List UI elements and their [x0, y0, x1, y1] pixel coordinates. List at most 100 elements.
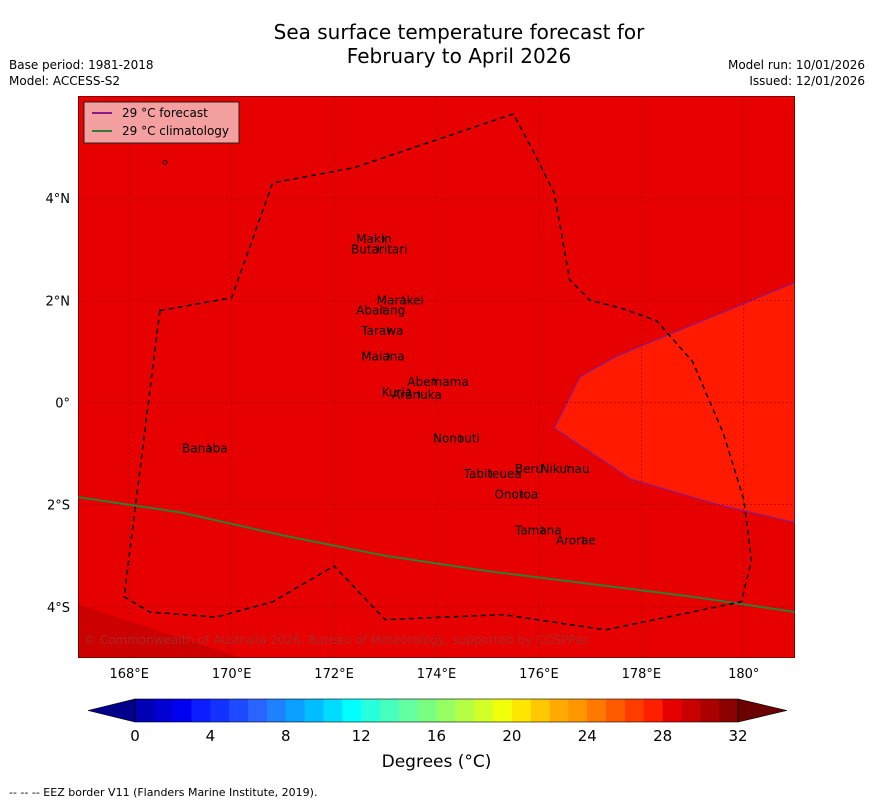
islet-shape — [162, 160, 168, 165]
island-shape — [566, 464, 569, 473]
x-tick-label: 180° — [728, 667, 759, 682]
base-period: Base period: 1981-2018 — [9, 58, 154, 72]
island-label: Maiana — [361, 350, 404, 364]
colorbar-bin — [210, 699, 230, 722]
island-label: Tabiteuea — [463, 467, 522, 481]
island-label: Tamana — [514, 523, 562, 537]
island-label: Kuria — [382, 385, 413, 399]
issued-date: Issued: 12/01/2026 — [749, 74, 865, 88]
island-label: Arorae — [556, 533, 596, 547]
colorbar-tick-label: 16 — [427, 727, 446, 745]
title-line-1: Sea surface temperature forecast for — [273, 20, 645, 44]
copyright-notice: © Commonwealth of Australia 2026, Bureau… — [84, 633, 589, 647]
island-shape — [540, 464, 544, 473]
colorbar-bin — [662, 699, 682, 722]
island-shape — [489, 469, 493, 478]
island-shape — [381, 234, 385, 243]
cool-sst-patch — [78, 604, 242, 658]
island-shape — [433, 377, 436, 386]
colorbar-tick-label: 0 — [130, 727, 140, 745]
island-label: Nikunau — [541, 462, 590, 476]
colorbar-bin — [285, 699, 305, 722]
meta-left: Base period: 1981-2018 Model: ACCESS-S2 — [9, 57, 154, 89]
colorbar-bin — [681, 699, 701, 722]
island-shape — [540, 525, 544, 534]
island-label: Butaritari — [351, 242, 408, 256]
y-tick-label: 2°N — [46, 294, 71, 309]
legend-forecast-label: 29 °C forecast — [122, 106, 208, 120]
map-axes: 168°E 170°E 172°E 174°E 176°E 178°E 180° 4°N 2°N… — [46, 192, 760, 682]
eez-footer-note: -- -- -- EEZ border V11 (Flanders Marine… — [9, 786, 318, 799]
island-shape — [417, 390, 421, 399]
colorbar-tick-label: 12 — [352, 727, 371, 745]
colorbar-bin — [135, 699, 155, 722]
island-label: Makin — [356, 232, 392, 246]
colorbar-bin — [191, 699, 211, 722]
colorbar-bin — [229, 699, 249, 722]
colorbar-units-label: Degrees (°C) — [381, 752, 492, 772]
colorbar-tick-label: 28 — [653, 727, 672, 745]
colorbar-bin — [153, 699, 174, 722]
island-shape — [581, 536, 585, 544]
colorbar-bin — [417, 699, 437, 722]
chart-title: Sea surface temperature forecast for Feb… — [0, 20, 873, 68]
island-label: Abaiang — [356, 304, 405, 318]
colorbar-tick-label: 32 — [728, 727, 747, 745]
colorbar-bin — [719, 699, 739, 722]
colorbar-over-arrow — [737, 698, 788, 723]
island-shape — [402, 296, 405, 304]
colorbar-bin — [304, 699, 324, 722]
colorbar-tick-label: 8 — [281, 727, 291, 745]
colorbar-bin — [172, 699, 192, 722]
colorbar-bin — [587, 699, 607, 722]
colorbar-bin — [474, 699, 494, 722]
x-tick-label: 178°E — [622, 667, 662, 682]
colorbar-bin — [436, 699, 456, 722]
island-label: Abemama — [407, 375, 468, 389]
colorbar-bin — [361, 699, 381, 722]
colorbar-bin — [643, 699, 664, 722]
island-shape — [381, 306, 385, 314]
colorbar-bin — [624, 699, 645, 722]
colorbar-tick-label: 24 — [578, 727, 597, 745]
x-tick-label: 172°E — [314, 667, 354, 682]
colorbar-tick-label: 20 — [502, 727, 521, 745]
island-label: Aranuka — [392, 388, 442, 402]
model-run: Model run: 10/01/2026 — [727, 58, 865, 72]
meta-right: Model run: 10/01/2026 Issued: 12/01/2026 — [728, 57, 865, 89]
colorbar-bin — [455, 699, 475, 722]
x-tick-label: 168°E — [109, 667, 149, 682]
colorbar-tick-label: 4 — [206, 727, 216, 745]
colorbar: 0 4 8 12 16 20 24 28 32 — [87, 698, 788, 745]
map-legend: 29 °C forecast 29 °C climatology — [83, 101, 240, 144]
island-label: Nonouti — [433, 431, 480, 445]
island-shape — [407, 387, 411, 396]
y-tick-label: 2°S — [47, 499, 70, 514]
colorbar-bin — [398, 699, 419, 722]
forecast-contour-top — [657, 91, 703, 95]
island-shape — [386, 326, 390, 335]
colorbar-bin — [568, 699, 588, 722]
colorbar-bin — [549, 699, 569, 722]
y-tick-label: 4°N — [46, 192, 71, 207]
x-tick-label: 174°E — [417, 667, 457, 682]
island-label: Tarawa — [360, 324, 403, 338]
colorbar-bin — [342, 699, 362, 722]
colorbar-bin — [379, 699, 400, 722]
island-shape — [207, 444, 211, 452]
island-label: Beru — [515, 462, 543, 476]
colorbar-bin — [530, 699, 550, 722]
colorbar-bin — [606, 699, 626, 722]
eez-border — [123, 112, 753, 631]
x-tick-label: 170°E — [212, 667, 252, 682]
y-tick-label: 4°S — [47, 601, 70, 616]
title-line-2: February to April 2026 — [346, 44, 572, 68]
island-label: Banaba — [182, 442, 228, 456]
map-area — [78, 91, 795, 658]
colorbar-under-arrow — [87, 698, 136, 723]
legend-climatology-label: 29 °C climatology — [122, 124, 229, 138]
island-label: Marakei — [377, 293, 424, 307]
colorbar-bin — [248, 699, 268, 722]
